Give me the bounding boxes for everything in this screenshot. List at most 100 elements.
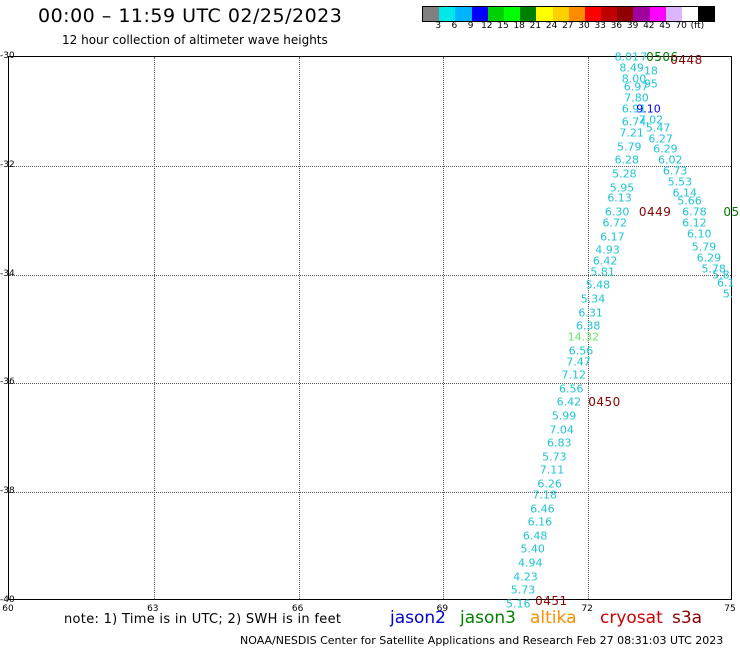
wave-height-value: 5.48 [585,278,611,292]
wave-height-value: 5.28 [612,167,637,181]
wave-height-value: 5.34 [580,292,606,306]
color-swatch [455,7,472,21]
wave-height-value: 6.42 [556,395,582,409]
color-scale-bar [422,6,716,22]
latitude-gridline [9,383,731,385]
latitude-gridline [9,274,731,276]
color-scale-label: 70 [675,21,687,31]
color-scale-label: 3 [435,21,442,31]
wave-height-value: 5.95 [609,181,635,195]
wave-height-value: 6.26 [537,477,562,491]
wave-height-value: 6.27 [648,132,673,146]
wave-height-value: 6.78 [682,205,707,219]
color-scale-label: 42 [643,21,655,31]
wave-height-value: 14.32 [567,330,600,344]
wave-height-value: 8.00 [621,72,647,86]
color-swatch [439,7,456,21]
color-swatch [665,7,682,21]
color-scale-label: 6 [451,21,458,31]
wave-height-value: 6.48 [522,529,548,543]
note-text: note: 1) Time is in UTC; 2) SWH is in fe… [64,612,342,627]
wave-height-value: 7.21 [619,126,644,140]
color-swatch [698,7,715,21]
longitude-gridline [153,57,155,599]
color-scale-label: 21 [529,21,542,31]
wave-height-value: 6.74 [621,115,647,129]
wave-height-value: 7.12 [561,368,586,382]
credit-text: NOAA/NESDIS Center for Satellite Applica… [240,634,724,647]
longitude-tick-label: 63 [147,604,159,614]
wave-height-value: 6.31 [578,306,603,320]
longitude-tick-label: 72 [581,604,593,614]
color-scale-label: 36 [610,21,623,31]
color-swatch [520,7,537,21]
wave-height-value: 6.38 [575,319,601,333]
wave-height-value: 6.1 [717,276,735,290]
wave-height-value: 7.02 [638,113,664,127]
wave-height-value: 6.56 [568,344,594,358]
pass-time-label: 0450 [588,395,621,410]
color-swatch [601,7,618,21]
wave-height-value: 7.11 [539,463,565,477]
wave-height-value: 6.72 [602,216,627,230]
wave-height-value: 9.10 [636,102,661,116]
longitude-gridline [443,57,445,599]
wave-height-value: 6.13 [607,191,632,205]
color-swatch [584,7,602,21]
pass-time-label: 0506 [646,50,679,64]
color-scale-label: (ft) [690,21,705,31]
longitude-tick-label: 69 [436,604,449,614]
color-swatch [552,7,569,21]
wave-height-value: 5.79 [691,240,717,254]
wave-height-value: 6.30 [604,205,630,219]
wave-height-value: 6.16 [527,515,553,529]
wave-height-value: 95 [643,77,658,91]
wave-height-value: 7.04 [549,423,574,437]
page-subtitle: 12 hour collection of altimeter wave hei… [62,33,328,47]
map-plot-area: 8.01 7 8.49 18 8.00 95 6.97 7.80 6.91 9.10 7.02 6.7… [8,50,739,610]
wave-height-value: 6.56 [559,382,584,396]
wave-height-value: 5.8 [712,268,730,282]
latitude-tick-label: -32 [0,159,15,170]
color-scale-label: 45 [659,21,671,31]
wave-height-value: 5.79 [616,140,642,154]
color-scale-label: 27 [562,21,574,31]
wave-height-value: 7.80 [624,91,649,105]
satellite-legend-cryosat: cryosat [600,608,663,628]
longitude-tick-label: 60 [2,604,14,614]
wave-height-value: 4.93 [595,243,620,257]
color-swatch [682,7,699,21]
latitude-tick-label: -34 [0,268,15,279]
wave-height-value: 5.53 [667,175,693,189]
wave-height-value: 6.17 [600,230,625,244]
wave-height-value: 5. [722,287,734,301]
color-scale-label: 30 [578,21,590,31]
color-scale-label: 33 [594,21,606,31]
wave-height-value: 5.47 [645,121,671,135]
wave-height-value: 6.83 [546,436,572,450]
wave-height-value: 6.29 [696,251,722,265]
color-swatch [503,7,521,21]
color-scale-label: 39 [626,21,639,31]
wave-height-value: 5.73 [510,583,536,597]
wave-height-value: 7 [640,50,648,64]
wave-height-value: 6.14 [672,186,697,200]
satellite-legend-s3a: s3a [672,608,703,628]
wave-height-value: 6.10 [686,227,712,241]
satellite-legend-altika: altika [530,608,577,628]
color-swatch [633,7,650,21]
wave-height-value: 4.23 [513,570,538,584]
latitude-gridline [9,165,731,167]
wave-height-value: 5.66 [677,194,702,208]
wave-height-value: 6.28 [614,153,640,167]
wave-height-value: 6.73 [662,164,688,178]
pass-time-label: 0449 [638,205,672,220]
color-scale-label: 9 [467,21,474,31]
color-scale-label: 24 [545,21,558,31]
wave-height-value: 6.91 [621,102,647,116]
wave-height-value: 5.73 [542,450,567,464]
longitude-gridline [298,57,300,599]
wave-height-value: 5.99 [551,409,577,423]
color-swatch [617,7,634,21]
satellite-legend-jason2: jason2 [390,608,446,628]
